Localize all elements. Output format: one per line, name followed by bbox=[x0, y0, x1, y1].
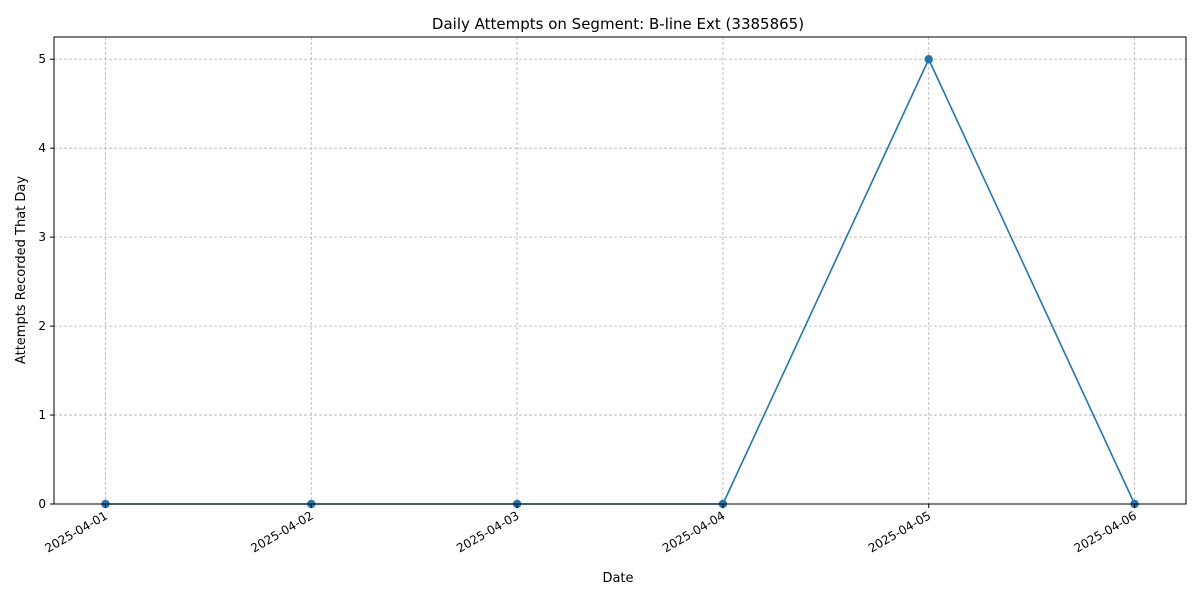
plot-frame bbox=[53, 36, 1187, 505]
x-axis-label: Date bbox=[602, 571, 633, 586]
x-tick-label: 2025-04-02 bbox=[248, 508, 315, 555]
series-layer bbox=[101, 55, 1139, 509]
x-ticks: 2025-04-01 2025-04-02 2025-04-03 2025-04-04… bbox=[43, 504, 1139, 555]
x-tick-label: 2025-04-05 bbox=[866, 508, 933, 555]
series-line bbox=[105, 58, 1136, 505]
x-tick-label: 2025-04-06 bbox=[1072, 508, 1139, 555]
y-tick-label: 0 bbox=[38, 497, 46, 511]
y-tick-label: 1 bbox=[38, 408, 46, 422]
data-point bbox=[924, 55, 933, 64]
x-tick-label: 2025-04-04 bbox=[660, 508, 727, 555]
y-axis-label: Attempts Recorded That Day bbox=[14, 176, 29, 364]
x-tick-label: 2025-04-01 bbox=[43, 508, 110, 555]
y-tick-label: 2 bbox=[38, 319, 46, 333]
y-tick-label: 4 bbox=[38, 141, 46, 155]
y-ticks: 0 1 2 3 4 5 bbox=[38, 52, 54, 511]
chart-title: Daily Attempts on Segment: B-line Ext (3… bbox=[432, 15, 804, 33]
y-tick-label: 5 bbox=[38, 52, 46, 66]
grid bbox=[54, 37, 1186, 505]
y-tick-label: 3 bbox=[38, 230, 46, 244]
x-tick-label: 2025-04-03 bbox=[454, 508, 521, 555]
